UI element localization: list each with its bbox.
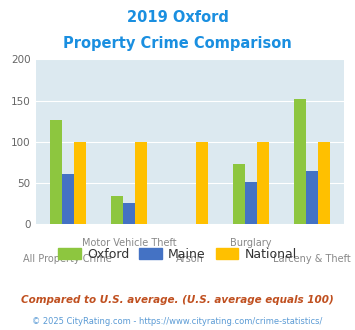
Text: © 2025 CityRating.com - https://www.cityrating.com/crime-statistics/: © 2025 CityRating.com - https://www.city… bbox=[32, 317, 323, 326]
Bar bbox=[294, 99, 306, 224]
Bar bbox=[257, 142, 269, 224]
Text: Burglary: Burglary bbox=[230, 238, 272, 248]
Text: Motor Vehicle Theft: Motor Vehicle Theft bbox=[82, 238, 176, 248]
Bar bbox=[135, 142, 147, 224]
Bar bbox=[123, 203, 135, 224]
Bar bbox=[233, 164, 245, 224]
Bar bbox=[62, 174, 74, 224]
Bar bbox=[196, 142, 208, 224]
Bar bbox=[110, 195, 123, 224]
Bar bbox=[318, 142, 330, 224]
Bar bbox=[306, 171, 318, 224]
Bar bbox=[245, 182, 257, 224]
Text: Arson: Arson bbox=[176, 254, 204, 264]
Text: Larceny & Theft: Larceny & Theft bbox=[273, 254, 351, 264]
Legend: Oxford, Maine, National: Oxford, Maine, National bbox=[53, 243, 302, 266]
Text: Compared to U.S. average. (U.S. average equals 100): Compared to U.S. average. (U.S. average … bbox=[21, 295, 334, 305]
Text: 2019 Oxford: 2019 Oxford bbox=[127, 10, 228, 25]
Text: All Property Crime: All Property Crime bbox=[23, 254, 112, 264]
Bar bbox=[74, 142, 86, 224]
Bar bbox=[50, 120, 62, 224]
Text: Property Crime Comparison: Property Crime Comparison bbox=[63, 36, 292, 51]
